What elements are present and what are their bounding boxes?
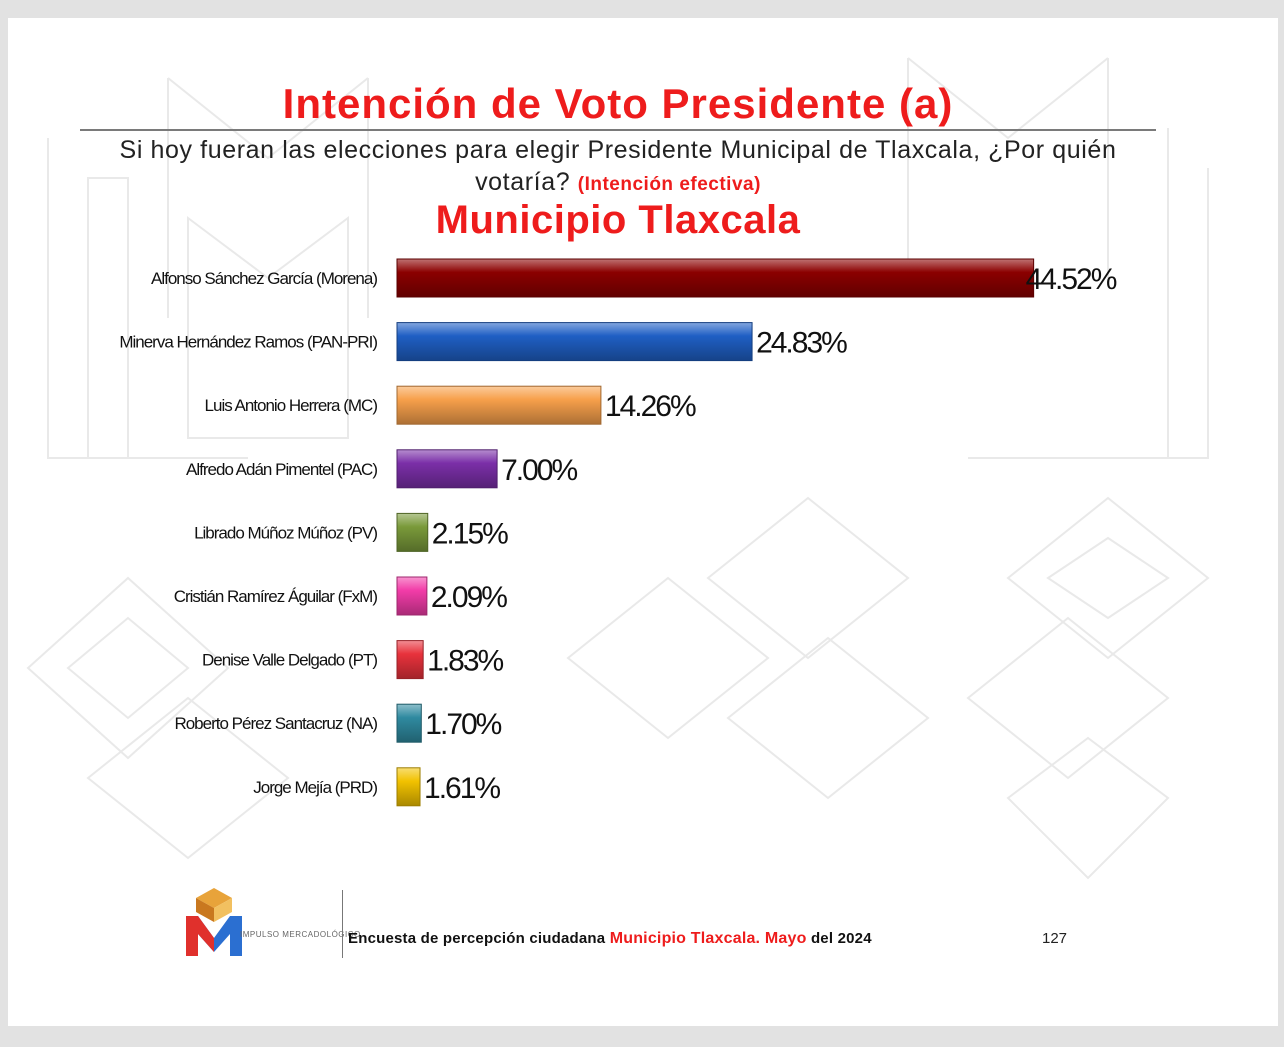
- category-label: Jorge Mejía (PRD): [253, 778, 377, 797]
- impulso-logo-icon: [186, 888, 242, 956]
- category-label: Alfredo Adán Pimentel (PAC): [186, 460, 377, 479]
- bar: [396, 576, 428, 616]
- survey-question: Si hoy fueran las elecciones para elegir…: [118, 134, 1118, 201]
- footer-prefix: Encuesta de percepción ciudadana: [348, 930, 606, 947]
- value-label: 7.00%: [501, 454, 577, 487]
- bar: [396, 322, 753, 362]
- footer-source: Encuesta de percepción ciudadana Municip…: [348, 930, 872, 948]
- category-label: Denise Valle Delgado (PT): [202, 651, 377, 670]
- value-label: 2.09%: [431, 581, 507, 614]
- background-pattern: [26, 57, 1210, 880]
- title-divider: [80, 129, 1156, 131]
- value-label: 1.70%: [425, 708, 501, 741]
- category-label: Luis Antonio Herrera (MC): [205, 396, 378, 415]
- footer-highlight: Municipio Tlaxcala. Mayo: [609, 930, 807, 947]
- category-label: Minerva Hernández Ramos (PAN-PRI): [119, 333, 377, 352]
- value-label: 14.26%: [605, 390, 696, 423]
- slide: Intención de Voto Presidente (a) Si hoy …: [8, 18, 1278, 1026]
- value-label: 1.83%: [427, 645, 503, 678]
- question-text: Si hoy fueran las elecciones para elegir…: [119, 136, 1117, 196]
- bar: [396, 767, 421, 807]
- bar: [396, 640, 424, 680]
- value-label: 24.83%: [756, 327, 847, 360]
- footer-divider: [342, 890, 343, 958]
- bar: [396, 449, 498, 489]
- category-label: Librado Múñoz Múñoz (PV): [194, 523, 377, 542]
- chart-subtitle: Municipio Tlaxcala: [435, 198, 801, 242]
- category-label: Alfonso Sánchez García (Morena): [151, 269, 377, 288]
- value-label: 1.61%: [424, 772, 500, 805]
- value-label: 2.15%: [432, 517, 508, 550]
- value-label: 44.52%: [1026, 263, 1117, 296]
- bar: [396, 258, 1035, 298]
- footer-suffix: del 2024: [810, 930, 872, 947]
- bar: [396, 385, 602, 425]
- category-label: Roberto Pérez Santacruz (NA): [174, 714, 377, 733]
- bar: [396, 703, 422, 743]
- category-label: Cristián Ramírez Águilar (FxM): [174, 587, 378, 606]
- bar-chart: Alfonso Sánchez García (Morena) 44.52% Min…: [119, 258, 1119, 807]
- question-note: (Intención efectiva): [577, 174, 761, 195]
- logo-text: IMPULSO MERCADOLÓGICO: [240, 930, 361, 939]
- page-number: 127: [1042, 930, 1068, 947]
- page-title: Intención de Voto Presidente (a): [282, 80, 954, 127]
- bar: [396, 512, 429, 552]
